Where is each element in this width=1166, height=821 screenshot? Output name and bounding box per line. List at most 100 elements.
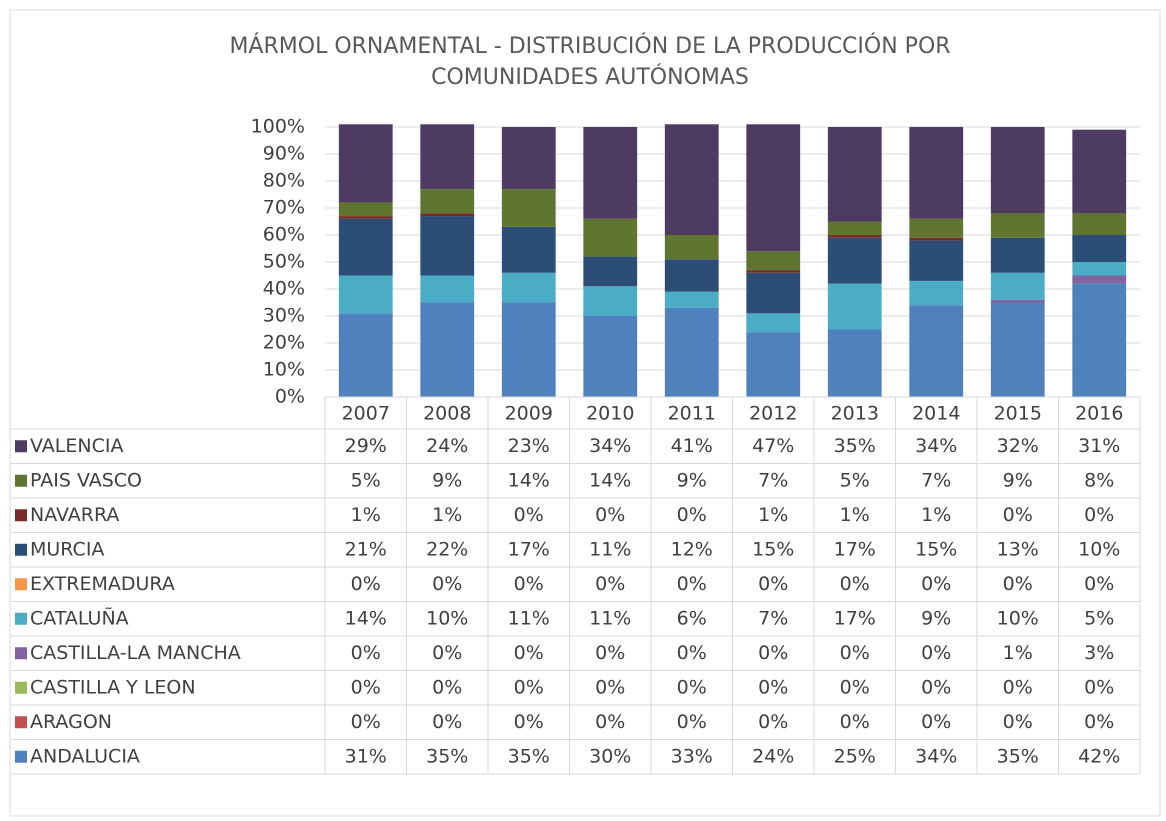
bar-segment (827, 235, 882, 238)
data-label: 14% (345, 607, 387, 629)
legend-key (15, 578, 27, 591)
legend-key (15, 509, 27, 522)
bar-segment (420, 189, 475, 214)
data-label: 13% (997, 538, 1039, 560)
legend-label: CASTILLA-LA MANCHA (30, 642, 241, 664)
data-label: 0% (514, 676, 544, 698)
data-label: 47% (752, 435, 794, 457)
data-label: 11% (589, 607, 631, 629)
bar-segment (827, 329, 882, 397)
bar-segment (501, 189, 556, 227)
data-label: 0% (1003, 676, 1033, 698)
y-tick-label: 70% (263, 197, 305, 219)
bar-segment (827, 237, 882, 284)
data-label: 0% (1084, 676, 1114, 698)
bar-segment (664, 259, 719, 292)
data-label: 0% (758, 676, 788, 698)
data-label: 0% (514, 642, 544, 664)
x-tick-label: 2014 (912, 403, 960, 425)
data-label: 0% (921, 711, 951, 733)
bar-segment (664, 291, 719, 308)
legend-key (15, 716, 27, 729)
bar-segment (1072, 283, 1127, 397)
bar-segment (583, 256, 638, 287)
data-label: 0% (1084, 711, 1114, 733)
legend-key (15, 543, 27, 556)
data-label: 0% (514, 573, 544, 595)
data-label: 1% (351, 504, 381, 526)
data-label: 24% (752, 745, 794, 767)
data-label: 0% (921, 676, 951, 698)
bar-segment (746, 270, 801, 273)
data-label: 31% (345, 745, 387, 767)
bar-segment (1072, 129, 1127, 214)
data-label: 35% (508, 745, 550, 767)
y-tick-label: 0% (275, 386, 305, 408)
data-label: 35% (997, 745, 1039, 767)
data-label: 0% (840, 642, 870, 664)
data-label: 0% (921, 642, 951, 664)
legend-key (15, 750, 27, 763)
bar-segment (338, 218, 393, 276)
bar-segment (420, 124, 475, 190)
y-tick-label: 60% (263, 224, 305, 246)
legend-label: MURCIA (30, 538, 104, 560)
y-tick-label: 20% (263, 332, 305, 354)
legend-label: CASTILLA Y LEON (30, 676, 196, 698)
legend-label: PAIS VASCO (30, 469, 142, 491)
data-label: 5% (351, 469, 381, 491)
data-label: 0% (758, 642, 788, 664)
data-label: 12% (671, 538, 713, 560)
data-label: 0% (921, 573, 951, 595)
data-label: 32% (997, 435, 1039, 457)
bar-segment (664, 307, 719, 397)
bar-segment (746, 124, 801, 252)
legend-key (15, 647, 27, 660)
x-tick-label: 2009 (505, 403, 553, 425)
bar-segment (990, 299, 1045, 303)
bar-segment (420, 216, 475, 276)
chart-title: MÁRMOL ORNAMENTAL - DISTRIBUCIÓN DE LA P… (229, 33, 950, 90)
bar-segment (909, 240, 964, 281)
x-tick-label: 2011 (668, 403, 716, 425)
data-label: 17% (834, 607, 876, 629)
bar-segment (990, 213, 1045, 238)
legend-label: VALENCIA (30, 435, 123, 457)
bar-segment (827, 127, 882, 222)
y-tick-label: 80% (263, 170, 305, 192)
x-tick-label: 2012 (749, 403, 797, 425)
data-label: 0% (677, 711, 707, 733)
legend-key (15, 612, 27, 625)
data-label: 0% (351, 711, 381, 733)
legend-label: ANDALUCIA (30, 745, 140, 767)
data-label: 0% (758, 573, 788, 595)
bar-segment (746, 332, 801, 397)
bar-segment (1072, 213, 1127, 235)
data-label: 3% (1084, 642, 1114, 664)
bar-segment (664, 124, 719, 235)
data-label: 6% (677, 607, 707, 629)
data-label: 0% (677, 504, 707, 526)
data-label: 9% (677, 469, 707, 491)
bar-segment (1072, 275, 1127, 284)
data-label: 9% (921, 607, 951, 629)
y-tick-label: 50% (263, 251, 305, 273)
bar-segment (583, 286, 638, 316)
bar-segment (583, 316, 638, 397)
data-label: 15% (752, 538, 794, 560)
bar-segment (909, 127, 964, 219)
bar-segment (338, 124, 393, 203)
bar-segment (501, 127, 556, 190)
legend-label: EXTREMADURA (30, 573, 175, 595)
legend-label: ARAGON (30, 711, 112, 733)
bar-segment (664, 235, 719, 260)
data-label: 0% (432, 676, 462, 698)
data-label: 0% (840, 676, 870, 698)
x-tick-label: 2016 (1075, 403, 1123, 425)
y-tick-label: 90% (263, 143, 305, 165)
data-label: 7% (758, 469, 788, 491)
data-label: 24% (426, 435, 468, 457)
data-label: 0% (595, 711, 625, 733)
bar-segment (420, 275, 475, 303)
